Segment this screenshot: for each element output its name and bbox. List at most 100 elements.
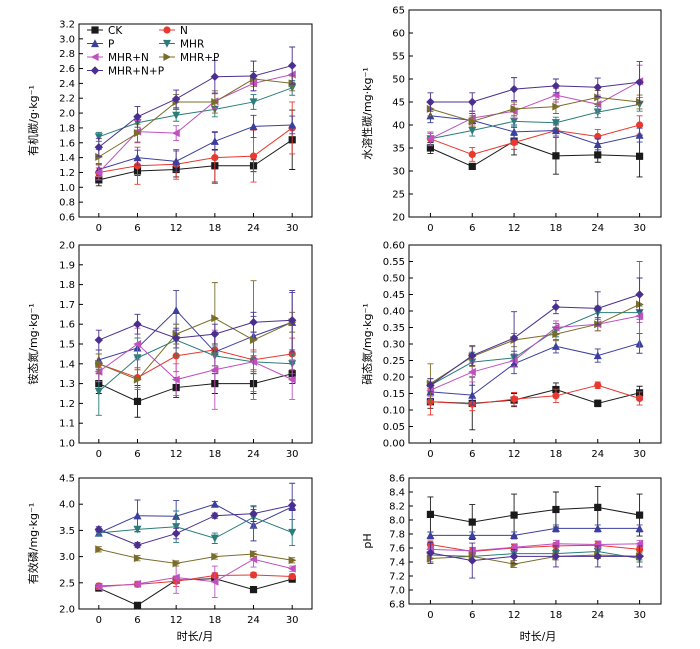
data-point (635, 78, 644, 87)
data-point (94, 168, 103, 177)
legend-marker (163, 53, 172, 61)
series-line (430, 550, 640, 559)
data-point (552, 102, 561, 111)
data-point (133, 554, 142, 563)
data-point (210, 577, 219, 586)
data-point (249, 122, 258, 131)
y-tick-label: 0.35 (383, 323, 405, 334)
data-point (635, 524, 644, 532)
data-point (249, 71, 258, 81)
y-tick-label: 0.05 (383, 422, 405, 433)
y-tick-label: 60 (392, 29, 405, 40)
data-point (133, 579, 142, 588)
series-mhr-n-p (426, 61, 644, 112)
x-tick-label: 18 (550, 610, 563, 621)
x-tick-label: 18 (208, 223, 221, 234)
y-tick-label: 0.15 (383, 389, 405, 400)
data-point (551, 302, 561, 312)
data-point (551, 552, 561, 561)
data-point (210, 534, 219, 543)
data-point (288, 572, 296, 581)
data-point (249, 98, 258, 107)
x-tick-label: 12 (170, 449, 183, 460)
legend-marker (91, 39, 99, 48)
y-tick-label: 0.00 (383, 439, 405, 450)
x-tick-label: 6 (134, 449, 140, 460)
series-line (430, 96, 640, 122)
data-point (510, 138, 518, 147)
series-line (430, 294, 640, 386)
data-point (426, 531, 435, 539)
data-point (510, 560, 519, 569)
data-point (426, 144, 435, 152)
data-point (468, 351, 477, 360)
series-mhr (94, 79, 297, 142)
data-point (552, 330, 561, 339)
y-tick-label: 2.4 (59, 79, 75, 90)
y-tick-label: 55 (392, 52, 405, 63)
y-tick-label: 7.0 (389, 586, 405, 597)
chart-panel-2: 20 25 30 35 40 45 50 55 60 65 0 6 12 18 24 30 水溶性碳/mg·kg… (360, 6, 662, 234)
plot-frame (78, 23, 313, 218)
y-tick-label: 2.5 (59, 578, 75, 589)
data-point (468, 556, 477, 565)
y-tick-label: 2.8 (59, 49, 75, 60)
series-line (98, 339, 293, 392)
data-point (635, 121, 644, 129)
x-tick-label: 18 (208, 449, 221, 460)
x-tick-label: 12 (508, 223, 521, 234)
x-tick-label: 18 (208, 615, 221, 626)
series-line (430, 506, 640, 523)
y-tick-label: 0.10 (383, 406, 405, 417)
plot-frame (78, 477, 313, 610)
data-point (172, 523, 181, 531)
data-point (133, 320, 142, 329)
y-tick-label: 1.5 (59, 340, 75, 351)
y-tick-label: 0.40 (383, 307, 405, 318)
y-tick-label: 1.0 (59, 439, 75, 450)
series-mhr (426, 96, 644, 145)
series-line (98, 317, 293, 381)
y-tick-label: 8.2 (389, 502, 405, 513)
series-line (430, 554, 640, 565)
data-point (210, 500, 219, 508)
y-axis-title: 有效磷/mg·kg⁻¹ (26, 503, 40, 584)
series-n (426, 115, 644, 162)
legend-label: MHR (180, 38, 204, 50)
data-point (287, 564, 296, 573)
legend-marker (91, 26, 99, 34)
y-tick-label: 7.6 (389, 544, 405, 555)
y-tick-label: 1.9 (59, 260, 75, 271)
y-tick-label: 40 (392, 121, 405, 132)
data-point (94, 387, 103, 396)
data-point (635, 552, 644, 561)
data-point (593, 524, 602, 532)
series-ck (95, 363, 296, 418)
y-tick-label: 1.6 (59, 320, 75, 331)
series-line (98, 558, 293, 588)
data-point (551, 81, 561, 91)
data-point (593, 351, 602, 360)
data-point (288, 120, 297, 129)
x-tick-label: 18 (550, 449, 563, 460)
data-point (593, 552, 602, 561)
series-mhr-n-p (94, 46, 297, 157)
data-point (594, 399, 602, 407)
data-point (426, 381, 435, 390)
data-point (95, 359, 104, 368)
series-line (98, 73, 293, 173)
data-point (551, 524, 560, 532)
legend-marker (90, 66, 100, 75)
y-tick-label: 4.0 (59, 500, 75, 511)
data-point (594, 381, 602, 389)
y-tick-label: 2.0 (59, 241, 75, 252)
y-tick-label: 20 (392, 213, 405, 224)
series-line (430, 543, 640, 552)
data-point (468, 368, 476, 377)
data-point (249, 571, 258, 579)
data-point (94, 143, 104, 152)
data-point (171, 375, 180, 384)
data-point (133, 525, 142, 534)
data-point (510, 127, 519, 136)
y-tick-label: 7.8 (389, 530, 405, 541)
